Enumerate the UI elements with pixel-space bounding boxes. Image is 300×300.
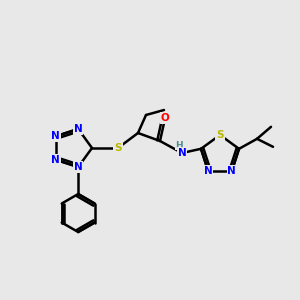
Text: N: N (178, 148, 186, 158)
Text: N: N (51, 131, 60, 141)
Text: N: N (227, 166, 236, 176)
Text: S: S (114, 143, 122, 153)
Text: N: N (51, 155, 60, 165)
Text: N: N (74, 162, 82, 172)
Text: O: O (160, 113, 169, 123)
Text: N: N (74, 124, 82, 134)
Text: N: N (204, 166, 213, 176)
Text: H: H (175, 140, 183, 149)
Text: S: S (216, 130, 224, 140)
